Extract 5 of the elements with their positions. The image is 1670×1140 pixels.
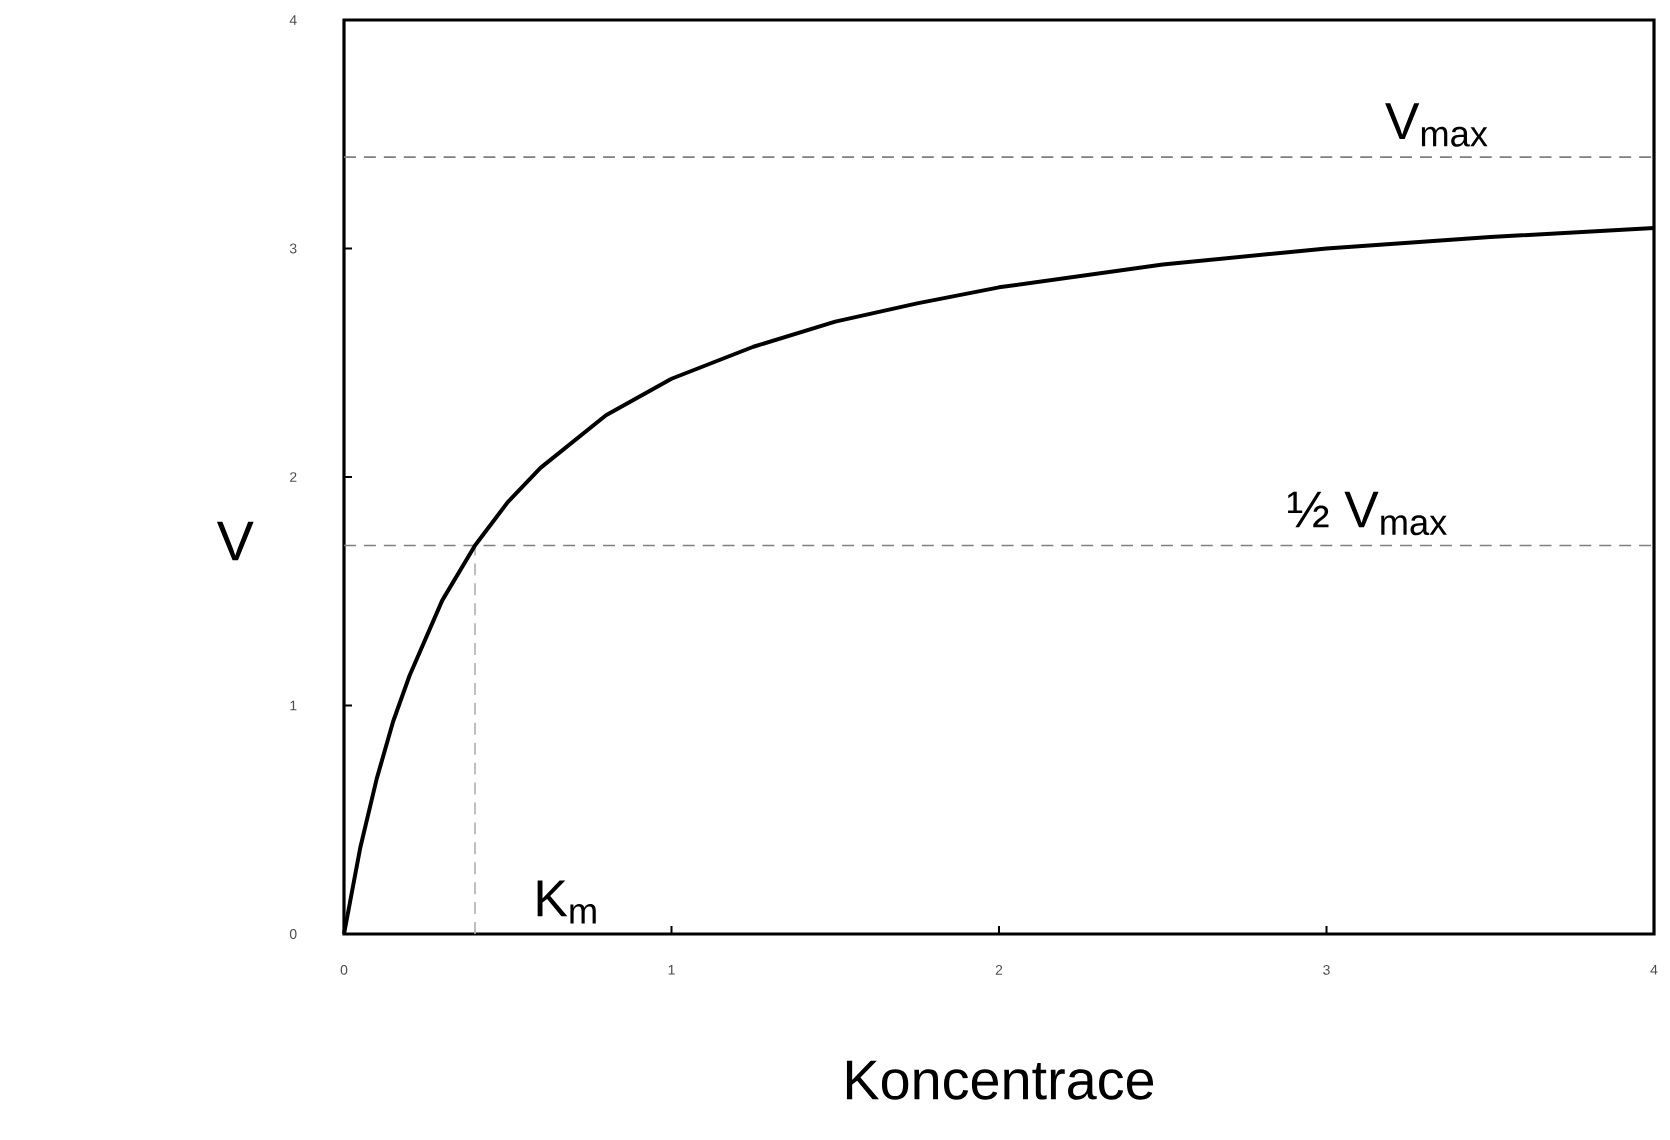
annotation: K$_{m}$ xyxy=(537,880,596,924)
annotation: V$_{max}$ xyxy=(1385,103,1488,147)
x-axis-title: Koncentrace xyxy=(846,1060,1154,1100)
y-axis-title: V xyxy=(216,521,254,561)
annotation: ½ V$_{max}$ xyxy=(1288,491,1447,536)
